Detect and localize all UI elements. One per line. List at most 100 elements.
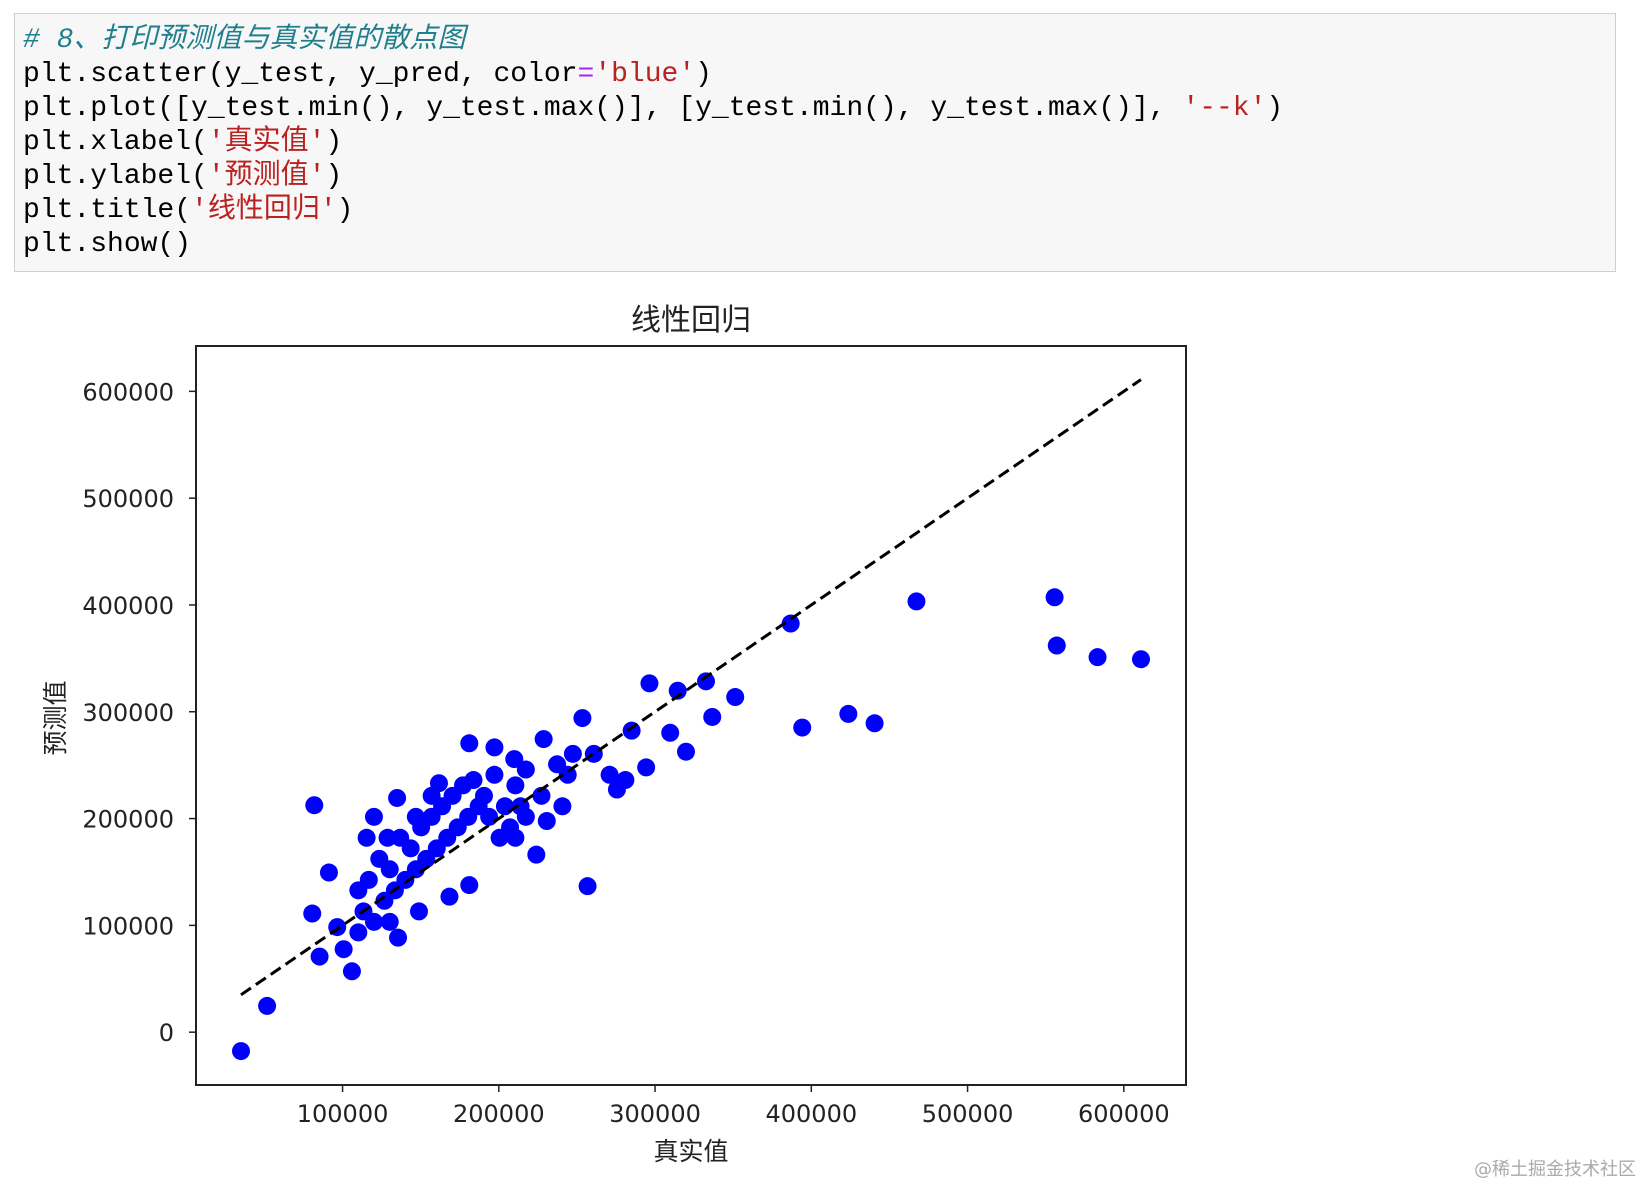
y-tick-label: 200000: [82, 806, 174, 834]
point: [334, 940, 353, 959]
point: [409, 902, 428, 921]
point: [401, 839, 420, 858]
point: [380, 860, 399, 879]
point: [349, 923, 368, 942]
point: [364, 807, 383, 826]
code-line: plt.scatter(y_test, y_pred, color='blue'…: [23, 58, 1607, 92]
point: [640, 674, 659, 693]
code-token: =: [577, 59, 595, 90]
point: [485, 765, 504, 784]
point: [616, 771, 635, 790]
code-token: plt.xlabel(: [23, 127, 208, 158]
code-line: plt.ylabel('预测值'): [23, 160, 1607, 194]
x-tick-label: 100000: [297, 1100, 389, 1128]
code-token: ): [325, 127, 343, 158]
point: [537, 812, 556, 831]
x-tick-label: 600000: [1078, 1100, 1170, 1128]
point: [907, 592, 926, 611]
point: [622, 721, 641, 740]
watermark: @稀土掘金技术社区: [1474, 1159, 1636, 1180]
y-tick-label: 0: [159, 1019, 174, 1047]
x-axis-label: 真实值: [653, 1137, 728, 1166]
point: [357, 828, 376, 847]
point: [378, 828, 397, 847]
y-tick-label: 300000: [82, 699, 174, 727]
point: [668, 681, 687, 700]
point: [506, 776, 525, 795]
code-token: plt.show(): [23, 229, 192, 260]
point: [578, 877, 597, 896]
point: [703, 707, 722, 726]
x-tick-label: 400000: [766, 1100, 858, 1128]
point: [677, 742, 695, 761]
point: [310, 947, 329, 966]
code-token: ): [1266, 93, 1284, 124]
code-token: '--k': [1182, 93, 1267, 124]
point: [661, 723, 680, 742]
code-line: plt.title('线性回归'): [23, 194, 1607, 228]
code-line: # 8、打印预测值与真实值的散点图: [23, 24, 1607, 58]
code-token: plt.plot([y_test.min(), y_test.max()], […: [23, 93, 1183, 124]
y-tick-label: 600000: [82, 378, 174, 406]
code-token: ): [336, 195, 354, 226]
point: [1088, 648, 1107, 667]
chart-title: 线性回归: [631, 303, 751, 338]
point: [388, 788, 407, 807]
point: [506, 828, 525, 847]
point: [460, 876, 479, 895]
code-token: ): [695, 59, 712, 90]
point: [464, 771, 483, 790]
point: [440, 887, 459, 906]
point: [364, 912, 383, 931]
point: [516, 760, 535, 779]
point: [319, 863, 338, 882]
point: [232, 1042, 250, 1061]
point: [553, 797, 572, 816]
point: [422, 786, 441, 805]
y-tick-label: 100000: [82, 912, 174, 940]
point: [697, 672, 715, 691]
point: [865, 714, 884, 733]
reference-line: [240, 378, 1142, 997]
point: [793, 718, 812, 737]
point: [726, 688, 745, 707]
point: [839, 704, 858, 723]
code-line: plt.plot([y_test.min(), y_test.max()], […: [23, 92, 1607, 126]
point: [532, 786, 551, 805]
x-tick-label: 200000: [453, 1100, 545, 1128]
code: # 8、打印预测值与真实值的散点图 plt.scatter(y_test, y_p…: [15, 14, 1615, 272]
point: [349, 881, 368, 900]
point: [516, 807, 535, 826]
code-token: 'blue': [594, 59, 696, 90]
point: [600, 765, 619, 784]
point: [558, 765, 577, 784]
point: [406, 807, 425, 826]
point: [1132, 650, 1150, 669]
point: [258, 996, 277, 1015]
code-token: '线性回归': [191, 195, 337, 226]
code-line: plt.show(): [23, 228, 1607, 262]
x-tick-label: 500000: [922, 1100, 1014, 1128]
y-axis-label: 预测值: [41, 680, 70, 755]
y-tick-label: 500000: [82, 485, 174, 513]
code-token: # 8、打印预测值与真实值的散点图: [23, 25, 466, 56]
point: [303, 904, 322, 923]
point: [495, 797, 514, 816]
point: [527, 845, 546, 864]
code-token: '真实值': [207, 127, 326, 158]
point: [1045, 588, 1064, 607]
code-line: plt.xlabel('真实值'): [23, 126, 1607, 160]
code-token: ): [325, 161, 343, 192]
code-token: '预测值': [207, 161, 326, 192]
code-token: plt.title(: [23, 195, 192, 226]
point: [637, 758, 656, 777]
code-token: plt.scatter(y_test, y_pred, color: [23, 59, 578, 90]
point: [305, 796, 324, 815]
point: [485, 738, 504, 757]
y-tick-label: 400000: [82, 592, 174, 620]
x-tick-label: 300000: [609, 1100, 701, 1128]
plot-frame: [195, 345, 1187, 1086]
point: [389, 928, 408, 947]
